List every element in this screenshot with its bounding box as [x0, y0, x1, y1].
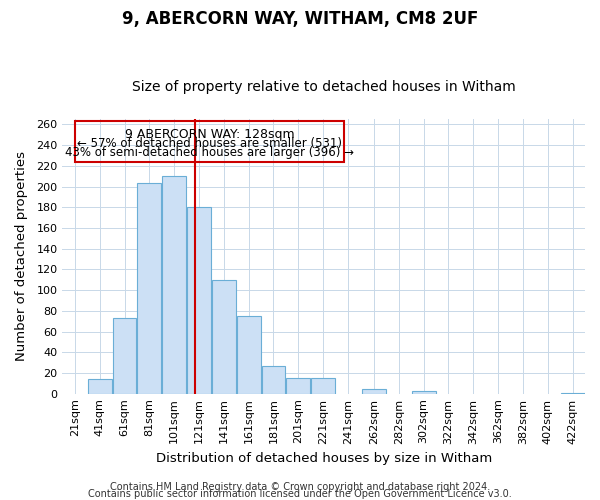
- Text: Contains HM Land Registry data © Crown copyright and database right 2024.: Contains HM Land Registry data © Crown c…: [110, 482, 490, 492]
- Bar: [187, 208, 211, 394]
- Text: ← 57% of detached houses are smaller (531): ← 57% of detached houses are smaller (53…: [77, 137, 342, 150]
- Text: Contains public sector information licensed under the Open Government Licence v3: Contains public sector information licen…: [88, 489, 512, 499]
- Bar: [262, 366, 286, 394]
- Title: Size of property relative to detached houses in Witham: Size of property relative to detached ho…: [132, 80, 515, 94]
- Text: 9, ABERCORN WAY, WITHAM, CM8 2UF: 9, ABERCORN WAY, WITHAM, CM8 2UF: [122, 10, 478, 28]
- Bar: [412, 390, 436, 394]
- Bar: [237, 316, 260, 394]
- Text: 9 ABERCORN WAY: 128sqm: 9 ABERCORN WAY: 128sqm: [125, 128, 295, 140]
- Bar: [162, 176, 186, 394]
- Bar: [560, 392, 584, 394]
- Bar: [212, 280, 236, 394]
- Bar: [311, 378, 335, 394]
- Y-axis label: Number of detached properties: Number of detached properties: [15, 152, 28, 362]
- X-axis label: Distribution of detached houses by size in Witham: Distribution of detached houses by size …: [155, 452, 492, 465]
- Bar: [286, 378, 310, 394]
- Bar: [113, 318, 136, 394]
- Bar: [362, 388, 386, 394]
- Bar: [137, 184, 161, 394]
- Bar: [88, 379, 112, 394]
- Text: 43% of semi-detached houses are larger (396) →: 43% of semi-detached houses are larger (…: [65, 146, 354, 159]
